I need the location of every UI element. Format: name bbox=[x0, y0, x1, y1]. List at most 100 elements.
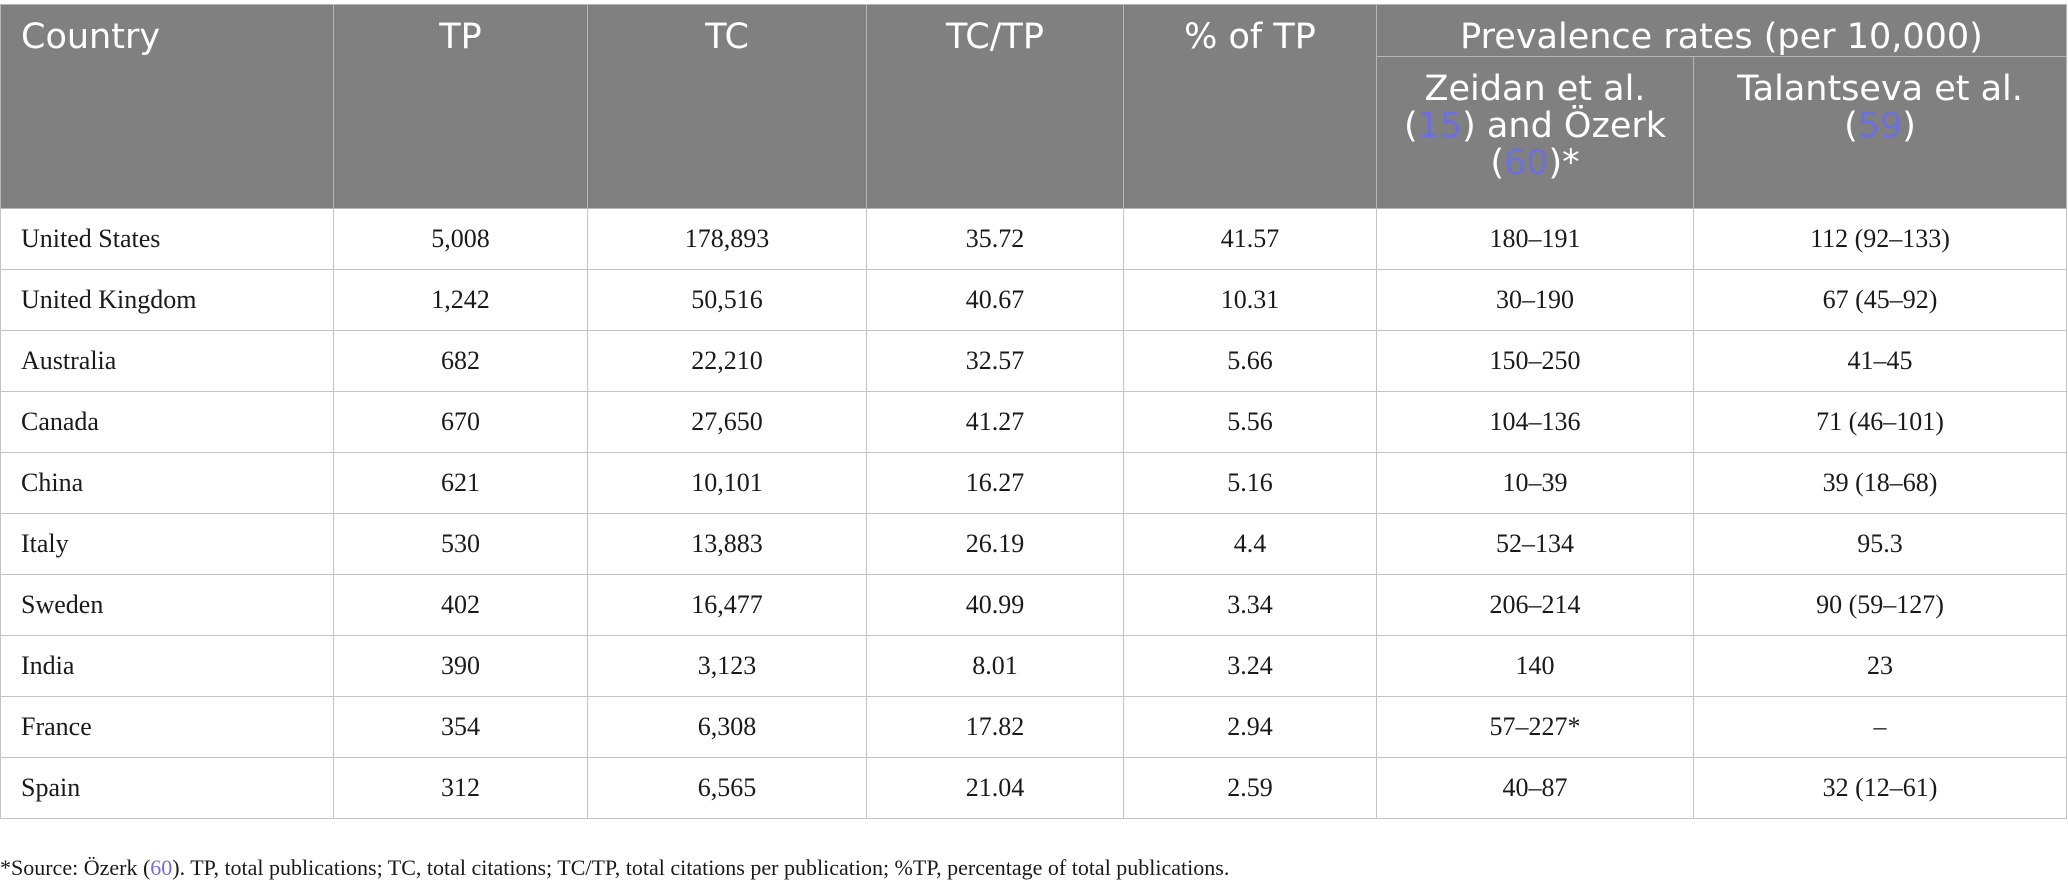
zeidan-prevalence-cell: 40–87 bbox=[1376, 757, 1694, 819]
talantseva-prevalence-cell: – bbox=[1693, 696, 2067, 758]
tc-cell: 10,101 bbox=[587, 452, 867, 514]
pct-tp-cell: 4.4 bbox=[1123, 513, 1377, 575]
talantseva-prevalence-cell: 39 (18–68) bbox=[1693, 452, 2067, 514]
pct-tp-cell: 5.56 bbox=[1123, 391, 1377, 453]
tc-cell: 50,516 bbox=[587, 269, 867, 331]
tctp-cell: 40.99 bbox=[866, 574, 1124, 636]
pct-tp-cell: 3.34 bbox=[1123, 574, 1377, 636]
zeidan-prevalence-cell: 206–214 bbox=[1376, 574, 1694, 636]
tc-cell: 178,893 bbox=[587, 208, 867, 270]
reference-link-15[interactable]: 15 bbox=[1417, 106, 1463, 146]
zeidan-prevalence-cell: 104–136 bbox=[1376, 391, 1694, 453]
header-talantseva-paren: ( bbox=[1844, 106, 1858, 146]
table-row: United Kingdom 1,242 50,516 40.67 10.31 30–19… bbox=[0, 269, 2067, 331]
zeidan-prevalence-cell: 52–134 bbox=[1376, 513, 1694, 575]
footnote-before: *Source: Özerk ( bbox=[0, 855, 151, 880]
tc-cell: 22,210 bbox=[587, 330, 867, 392]
country-cell: United Kingdom bbox=[0, 269, 334, 331]
footnote-reference-link-60[interactable]: 60 bbox=[150, 855, 173, 880]
tc-cell: 6,565 bbox=[587, 757, 867, 819]
table-row: Sweden 402 16,477 40.99 3.34 206–214 90 (59–12… bbox=[0, 574, 2067, 636]
country-cell: India bbox=[0, 635, 334, 697]
talantseva-prevalence-cell: 32 (12–61) bbox=[1693, 757, 2067, 819]
pct-tp-cell: 5.66 bbox=[1123, 330, 1377, 392]
country-cell: Sweden bbox=[0, 574, 334, 636]
tctp-cell: 21.04 bbox=[866, 757, 1124, 819]
tctp-cell: 41.27 bbox=[866, 391, 1124, 453]
tp-cell: 1,242 bbox=[333, 269, 588, 331]
header-zeidan-paren-2: ( bbox=[1490, 143, 1504, 183]
tctp-cell: 16.27 bbox=[866, 452, 1124, 514]
tp-cell: 530 bbox=[333, 513, 588, 575]
header-talantseva-line1: Talantseva et al. bbox=[1737, 69, 2023, 109]
tc-cell: 27,650 bbox=[587, 391, 867, 453]
talantseva-prevalence-cell: 71 (46–101) bbox=[1693, 391, 2067, 453]
talantseva-prevalence-cell: 90 (59–127) bbox=[1693, 574, 2067, 636]
footnote-after: ). TP, total publications; TC, total cit… bbox=[172, 855, 1230, 880]
table-header: Country TP TC TC/TP % of TP Prevalence r… bbox=[0, 4, 2067, 209]
header-tp: TP bbox=[333, 4, 588, 209]
country-cell: France bbox=[0, 696, 334, 758]
talantseva-prevalence-cell: 23 bbox=[1693, 635, 2067, 697]
header-talantseva: Talantseva et al. (59) bbox=[1693, 56, 2067, 209]
tctp-cell: 8.01 bbox=[866, 635, 1124, 697]
talantseva-prevalence-cell: 41–45 bbox=[1693, 330, 2067, 392]
tc-cell: 13,883 bbox=[587, 513, 867, 575]
tc-cell: 16,477 bbox=[587, 574, 867, 636]
country-cell: Canada bbox=[0, 391, 334, 453]
tctp-cell: 26.19 bbox=[866, 513, 1124, 575]
zeidan-prevalence-cell: 180–191 bbox=[1376, 208, 1694, 270]
table-row: Australia 682 22,210 32.57 5.66 150–250 41–45 bbox=[0, 330, 2067, 392]
header-zeidan-paren: ( bbox=[1403, 106, 1418, 146]
tp-cell: 312 bbox=[333, 757, 588, 819]
country-cell: China bbox=[0, 452, 334, 514]
talantseva-prevalence-cell: 112 (92–133) bbox=[1693, 208, 2067, 270]
talantseva-prevalence-cell: 67 (45–92) bbox=[1693, 269, 2067, 331]
country-cell: Spain bbox=[0, 757, 334, 819]
tp-cell: 670 bbox=[333, 391, 588, 453]
zeidan-prevalence-cell: 10–39 bbox=[1376, 452, 1694, 514]
tp-cell: 354 bbox=[333, 696, 588, 758]
table-row: India 390 3,123 8.01 3.24 140 23 bbox=[0, 635, 2067, 697]
header-zeidan-mid: ) and Özerk bbox=[1462, 106, 1667, 146]
reference-link-60[interactable]: 60 bbox=[1503, 143, 1549, 183]
pct-tp-cell: 10.31 bbox=[1123, 269, 1377, 331]
header-tc: TC bbox=[587, 4, 867, 209]
header-zeidan-line1: Zeidan et al. bbox=[1424, 69, 1646, 109]
pct-tp-cell: 2.94 bbox=[1123, 696, 1377, 758]
tp-cell: 5,008 bbox=[333, 208, 588, 270]
pct-tp-cell: 41.57 bbox=[1123, 208, 1377, 270]
tctp-cell: 40.67 bbox=[866, 269, 1124, 331]
header-talantseva-close: ) bbox=[1902, 106, 1916, 146]
talantseva-prevalence-cell: 95.3 bbox=[1693, 513, 2067, 575]
table-row: Canada 670 27,650 41.27 5.56 104–136 71 (46–10… bbox=[0, 391, 2067, 453]
header-country: Country bbox=[0, 4, 334, 209]
tp-cell: 402 bbox=[333, 574, 588, 636]
country-cell: Italy bbox=[0, 513, 334, 575]
tp-cell: 390 bbox=[333, 635, 588, 697]
table-body: United States 5,008 178,893 35.72 41.57 180–1… bbox=[0, 208, 2067, 819]
table-footnote: *Source: Özerk (60). TP, total publicati… bbox=[0, 855, 1229, 881]
country-cell: Australia bbox=[0, 330, 334, 392]
tctp-cell: 32.57 bbox=[866, 330, 1124, 392]
pct-tp-cell: 2.59 bbox=[1123, 757, 1377, 819]
pct-tp-cell: 5.16 bbox=[1123, 452, 1377, 514]
table-row: China 621 10,101 16.27 5.16 10–39 39 (18–68) bbox=[0, 452, 2067, 514]
tp-cell: 682 bbox=[333, 330, 588, 392]
reference-link-59[interactable]: 59 bbox=[1857, 106, 1903, 146]
header-pct-tp: % of TP bbox=[1123, 4, 1377, 209]
table-row: Spain 312 6,565 21.04 2.59 40–87 32 (12–61) bbox=[0, 757, 2067, 819]
table-row: France 354 6,308 17.82 2.94 57–227* – bbox=[0, 696, 2067, 758]
header-prevalence-group: Prevalence rates (per 10,000) bbox=[1376, 4, 2067, 57]
pct-tp-cell: 3.24 bbox=[1123, 635, 1377, 697]
country-cell: United States bbox=[0, 208, 334, 270]
tp-cell: 621 bbox=[333, 452, 588, 514]
tctp-cell: 35.72 bbox=[866, 208, 1124, 270]
table-row: United States 5,008 178,893 35.72 41.57 180–1… bbox=[0, 208, 2067, 270]
header-zeidan-close: )* bbox=[1548, 143, 1580, 183]
tctp-cell: 17.82 bbox=[866, 696, 1124, 758]
tc-cell: 6,308 bbox=[587, 696, 867, 758]
header-tctp: TC/TP bbox=[866, 4, 1124, 209]
country-publications-table: Country TP TC TC/TP % of TP Prevalence r… bbox=[0, 4, 2067, 819]
zeidan-prevalence-cell: 30–190 bbox=[1376, 269, 1694, 331]
